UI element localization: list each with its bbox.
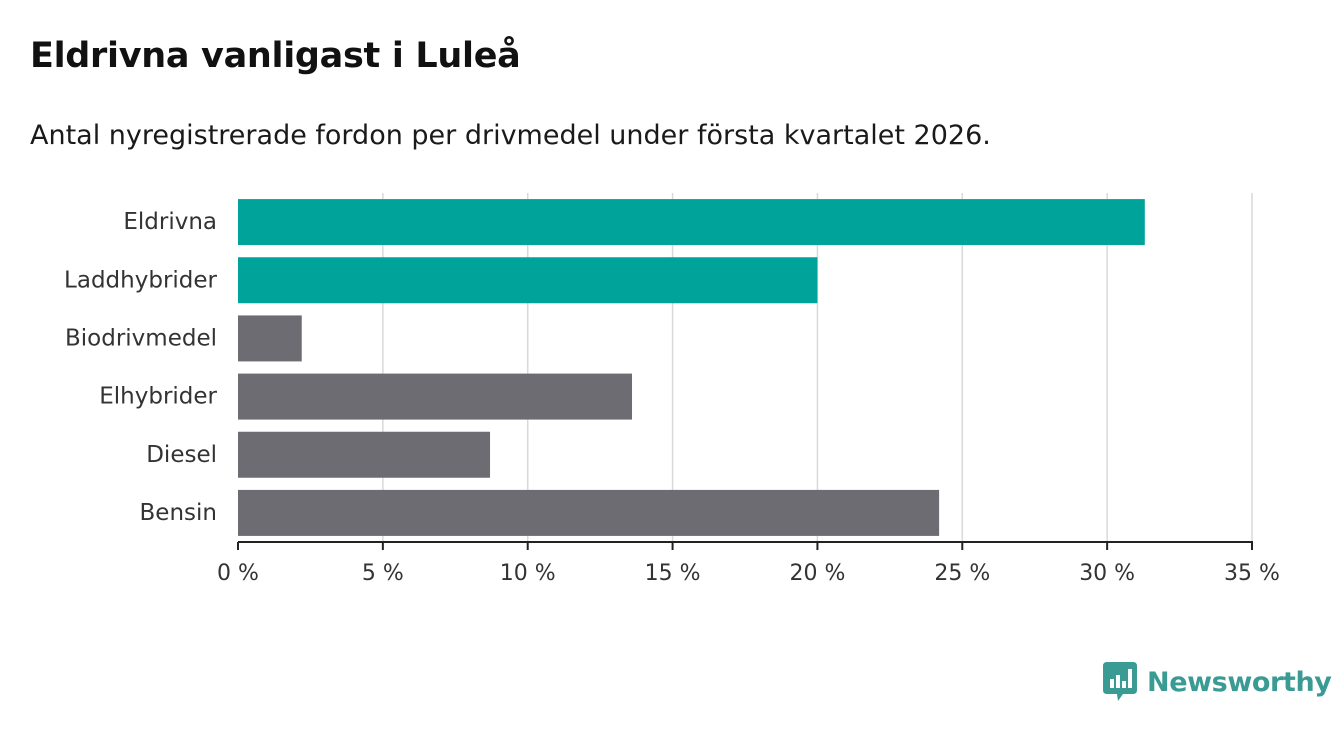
category-label: Bensin [140, 500, 217, 526]
x-axis: 0 % 5 % 10 % 15 % 20 % 25 % 30 % 35 % [217, 541, 1280, 586]
bar-eldrivna [238, 199, 1145, 246]
grid-lines [382, 193, 1253, 542]
bar-diesel [238, 431, 491, 478]
bar-biodrivmedel [238, 315, 302, 362]
newsworthy-logo-icon [1103, 662, 1137, 701]
x-tick-label: 20 % [789, 561, 845, 586]
bar-elhybrider [238, 373, 633, 420]
category-label: Biodrivmedel [65, 325, 217, 351]
category-label: Elhybrider [99, 384, 217, 410]
x-tick-label: 0 % [217, 561, 259, 586]
x-tick-label: 5 % [362, 561, 404, 586]
x-tick-label: 25 % [934, 561, 990, 586]
chart-title: Eldrivna vanligast i Luleå [30, 36, 521, 76]
category-labels: Eldrivna Laddhybrider Biodrivmedel Elhybrid… [64, 209, 217, 526]
brand-logo: Newsworthy [1103, 662, 1332, 702]
x-tick-label: 30 % [1079, 561, 1135, 586]
category-label: Eldrivna [123, 209, 217, 235]
brand-name: Newsworthy [1147, 666, 1332, 698]
chart-subtitle: Antal nyregistrerade fordon per drivmede… [30, 120, 991, 151]
bars [238, 199, 1145, 536]
bar-laddhybrider [238, 257, 818, 304]
x-tick-label: 15 % [645, 561, 701, 586]
category-label: Diesel [146, 442, 217, 468]
bar-bensin [238, 489, 940, 536]
x-tick-label: 35 % [1224, 561, 1280, 586]
x-tick-label: 10 % [500, 561, 556, 586]
category-label: Laddhybrider [64, 267, 217, 293]
